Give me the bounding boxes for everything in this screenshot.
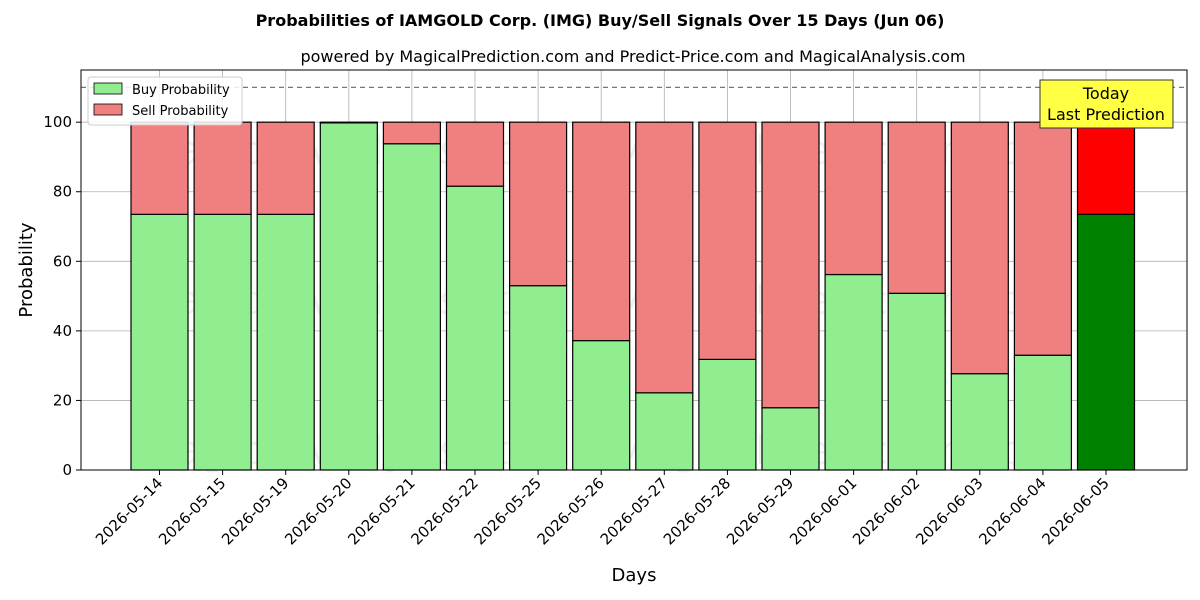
y-axis-label: Probability <box>16 222 37 317</box>
bar-sell <box>445 121 505 187</box>
bar-buy <box>572 340 631 471</box>
bar-sell <box>761 121 820 409</box>
legend-label-sell: Sell Probability <box>132 104 229 119</box>
x-tick-label: 2026-05-26 <box>534 474 608 548</box>
bar-buy <box>1013 354 1073 471</box>
bar-sell <box>887 121 946 294</box>
x-axis-ticks: 2026-05-142026-05-152026-05-192026-05-20… <box>92 470 1113 548</box>
legend-swatch-buy <box>93 82 123 95</box>
bar-sell <box>1076 121 1136 215</box>
bar-sell <box>635 121 694 394</box>
annotation-box <box>1039 79 1174 129</box>
bar-sell <box>130 121 189 215</box>
bar-sell <box>509 121 568 287</box>
bar-buy <box>698 358 757 471</box>
bar-buy <box>509 285 568 471</box>
x-tick-label: 2026-05-27 <box>597 474 671 548</box>
bar-buy <box>130 213 189 471</box>
annotation-line-1: Today <box>1082 84 1129 103</box>
bars <box>130 121 1136 471</box>
bar-sell <box>382 121 441 145</box>
y-axis-ticks: 0 20 40 60 80 100 <box>43 113 81 479</box>
y-tick-label: 60 <box>53 252 72 270</box>
bar-sell <box>698 121 757 360</box>
x-tick-label: 2026-05-21 <box>344 474 418 548</box>
y-tick-label: 80 <box>53 183 72 201</box>
x-axis-label: Days <box>612 565 657 586</box>
legend: Buy Probability Sell Probability <box>87 76 243 126</box>
x-tick-label: 2026-05-29 <box>723 474 797 548</box>
x-tick-label: 2026-06-01 <box>786 474 860 548</box>
today-annotation: Today Last Prediction <box>1039 79 1174 129</box>
x-tick-label: 2026-06-05 <box>1038 474 1112 548</box>
legend-box <box>87 76 243 126</box>
y-tick-label: 100 <box>43 113 72 131</box>
x-tick-label: 2026-05-22 <box>407 474 481 548</box>
bar-buy <box>193 213 252 471</box>
bar-sell <box>1013 121 1073 356</box>
bar-buy <box>761 407 820 471</box>
legend-label-buy: Buy Probability <box>132 83 230 98</box>
bar-buy <box>1076 213 1136 471</box>
bar-sell <box>256 121 315 215</box>
x-tick-label: 2026-06-02 <box>849 474 923 548</box>
plot-frame <box>80 69 1188 471</box>
x-tick-label: 2026-05-19 <box>218 474 292 548</box>
x-tick-label: 2026-05-28 <box>660 474 734 548</box>
chart-subtitle: powered by MagicalPrediction.com and Pre… <box>300 47 965 66</box>
x-tick-label: 2026-05-15 <box>155 474 229 548</box>
bar-buy <box>887 292 946 471</box>
bar-buy <box>824 273 883 471</box>
y-tick-label: 20 <box>53 391 72 409</box>
bar-sell <box>950 121 1009 375</box>
x-tick-label: 2026-05-25 <box>471 474 545 548</box>
bar-sell <box>572 121 631 342</box>
bar-buy <box>950 373 1009 471</box>
y-tick-label: 0 <box>62 461 72 479</box>
bar-buy <box>635 392 694 471</box>
chart-title: Probabilities of IAMGOLD Corp. (IMG) Buy… <box>256 11 945 30</box>
bar-buy <box>256 213 315 471</box>
x-tick-label: 2026-05-20 <box>281 474 355 548</box>
bar-buy <box>382 143 441 471</box>
x-tick-label: 2026-06-04 <box>975 474 1049 548</box>
bar-sell <box>193 121 252 215</box>
x-tick-label: 2026-05-14 <box>92 474 166 548</box>
bar-sell <box>319 121 378 124</box>
legend-swatch-sell <box>93 103 123 116</box>
y-tick-label: 40 <box>53 322 72 340</box>
bar-buy <box>319 122 378 471</box>
bar-sell <box>824 121 883 276</box>
x-tick-label: 2026-06-03 <box>912 474 986 548</box>
bar-buy <box>445 185 505 471</box>
annotation-line-2: Last Prediction <box>1047 105 1165 124</box>
